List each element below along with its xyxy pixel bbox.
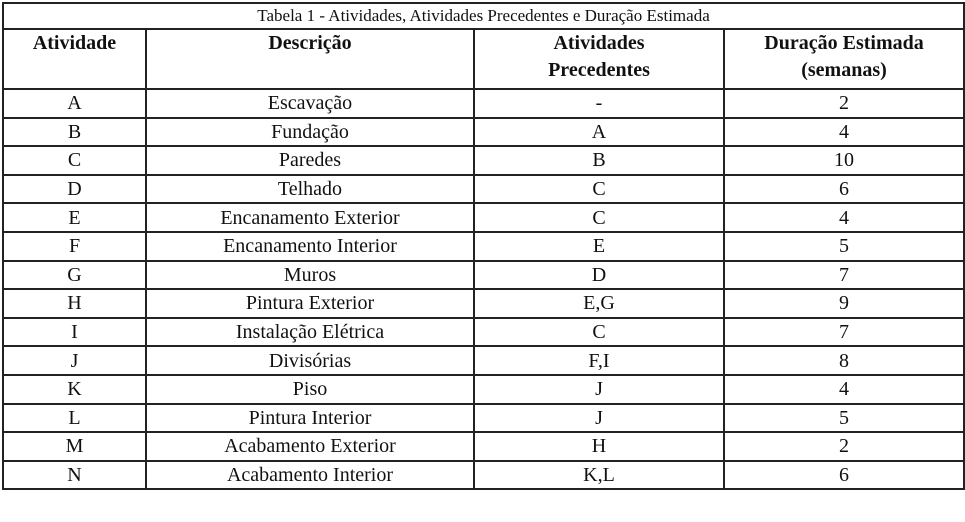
table-row-H: H Pintura Exterior E,G 9	[2, 288, 965, 319]
column-header-descricao: Descrição	[145, 28, 475, 90]
cell-descricao: Encanamento Exterior	[145, 202, 475, 233]
cell-duracao: 6	[722, 459, 965, 491]
cell-descricao: Encanamento Interior	[145, 230, 475, 262]
cell-precedentes: -	[473, 88, 725, 119]
cell-descricao: Muros	[145, 259, 475, 291]
cell-precedentes: C	[473, 202, 725, 233]
cell-precedentes: F,I	[473, 345, 725, 376]
cell-atividade: F	[2, 230, 147, 262]
table-row-G: G Muros D 7	[2, 259, 965, 291]
cell-descricao: Pintura Interior	[145, 402, 475, 434]
cell-precedentes: E,G	[473, 288, 725, 319]
cell-duracao: 8	[722, 345, 965, 376]
cell-atividade: C	[2, 145, 147, 176]
cell-atividade: D	[2, 173, 147, 205]
table-row-N: N Acabamento Interior K,L 6	[2, 459, 965, 491]
cell-duracao: 5	[722, 402, 965, 434]
activities-table: Tabela 1 - Atividades, Atividades Preced…	[1, 2, 965, 491]
table-row-C: C Paredes B 10	[2, 145, 965, 176]
cell-descricao: Divisórias	[145, 345, 475, 376]
table-row-M: M Acabamento Exterior H 2	[2, 431, 965, 462]
cell-duracao: 4	[722, 116, 965, 148]
cell-duracao: 9	[722, 288, 965, 319]
cell-duracao: 6	[722, 173, 965, 205]
cell-precedentes: J	[473, 402, 725, 434]
cell-duracao: 5	[722, 230, 965, 262]
table-row-I: I Instalação Elétrica C 7	[2, 316, 965, 348]
cell-precedentes: B	[473, 145, 725, 176]
table-row-D: D Telhado C 6	[2, 173, 965, 205]
column-header-duracao: Duração Estimada (semanas)	[722, 28, 965, 90]
table-row-E: E Encanamento Exterior C 4	[2, 202, 965, 233]
cell-descricao: Instalação Elétrica	[145, 316, 475, 348]
cell-duracao: 10	[722, 145, 965, 176]
cell-atividade: H	[2, 288, 147, 319]
cell-duracao: 4	[722, 202, 965, 233]
cell-precedentes: C	[473, 173, 725, 205]
cell-atividade: J	[2, 345, 147, 376]
table-row-K: K Piso J 4	[2, 373, 965, 405]
table-row-J: J Divisórias F,I 8	[2, 345, 965, 376]
cell-duracao: 4	[722, 373, 965, 405]
cell-atividade: N	[2, 459, 147, 491]
cell-atividade: M	[2, 431, 147, 462]
cell-descricao: Escavação	[145, 88, 475, 119]
cell-descricao: Acabamento Interior	[145, 459, 475, 491]
cell-duracao: 7	[722, 259, 965, 291]
cell-atividade: E	[2, 202, 147, 233]
cell-atividade: L	[2, 402, 147, 434]
cell-atividade: A	[2, 88, 147, 119]
cell-atividade: G	[2, 259, 147, 291]
cell-precedentes: E	[473, 230, 725, 262]
cell-descricao: Paredes	[145, 145, 475, 176]
cell-duracao: 7	[722, 316, 965, 348]
document-page: Tabela 1 - Atividades, Atividades Preced…	[1, 2, 965, 491]
cell-descricao: Piso	[145, 373, 475, 405]
cell-atividade: I	[2, 316, 147, 348]
cell-atividade: K	[2, 373, 147, 405]
table-title: Tabela 1 - Atividades, Atividades Preced…	[1, 2, 965, 30]
table-row-F: F Encanamento Interior E 5	[2, 230, 965, 262]
cell-precedentes: A	[473, 116, 725, 148]
cell-descricao: Fundação	[145, 116, 475, 148]
table-row-A: A Escavação - 2	[2, 88, 965, 119]
cell-descricao: Acabamento Exterior	[145, 431, 475, 462]
column-header-precedentes-line1: Atividades	[553, 32, 645, 54]
table-title-row: Tabela 1 - Atividades, Atividades Preced…	[1, 2, 965, 30]
cell-duracao: 2	[722, 88, 965, 119]
cell-precedentes: D	[473, 259, 725, 291]
column-header-atividade: Atividade	[2, 28, 147, 90]
cell-precedentes: C	[473, 316, 725, 348]
cell-precedentes: K,L	[473, 459, 725, 491]
column-header-duracao-line2: (semanas)	[801, 59, 887, 81]
cell-atividade: B	[2, 116, 147, 148]
table-header-row: Atividade Descrição Atividades Precedent…	[2, 28, 965, 90]
cell-descricao: Telhado	[145, 173, 475, 205]
column-header-precedentes-line2: Precedentes	[548, 59, 650, 81]
column-header-duracao-line1: Duração Estimada	[764, 32, 924, 54]
cell-precedentes: J	[473, 373, 725, 405]
cell-duracao: 2	[722, 431, 965, 462]
cell-precedentes: H	[473, 431, 725, 462]
table-row-L: L Pintura Interior J 5	[2, 402, 965, 434]
column-header-precedentes: Atividades Precedentes	[473, 28, 725, 90]
table-row-B: B Fundação A 4	[2, 116, 965, 148]
cell-descricao: Pintura Exterior	[145, 288, 475, 319]
